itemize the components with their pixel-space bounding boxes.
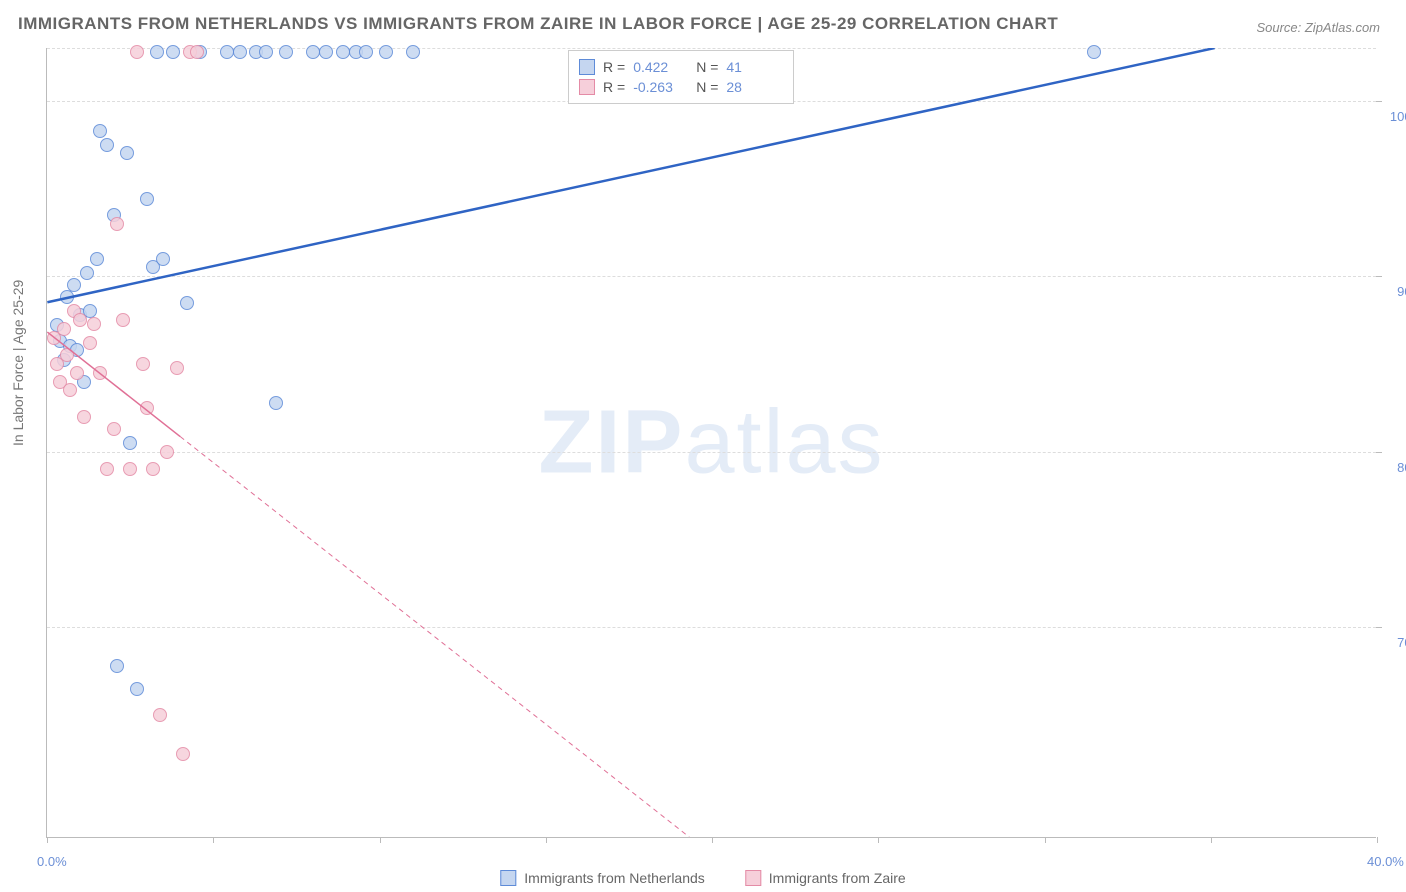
data-point (130, 45, 144, 59)
x-tick (213, 837, 214, 843)
x-tick-label: 40.0% (1367, 854, 1404, 869)
data-point (123, 462, 137, 476)
x-tick (1377, 837, 1378, 843)
data-point (93, 124, 107, 138)
data-point (160, 445, 174, 459)
data-point (156, 252, 170, 266)
data-point (120, 146, 134, 160)
data-point (153, 708, 167, 722)
x-tick (878, 837, 879, 843)
data-point (60, 290, 74, 304)
data-point (306, 45, 320, 59)
gridline-h (47, 627, 1376, 628)
data-point (63, 383, 77, 397)
data-point (116, 313, 130, 327)
x-tick-label: 0.0% (37, 854, 67, 869)
data-point (107, 422, 121, 436)
data-point (379, 45, 393, 59)
legend-swatch (579, 79, 595, 95)
stats-row: R = -0.263 N = 28 (579, 77, 781, 97)
legend-label: Immigrants from Zaire (769, 870, 906, 886)
r-value: 0.422 (633, 59, 688, 75)
y-tick (1376, 276, 1382, 277)
n-label: N = (696, 59, 718, 75)
plot-area: ZIPatlas 70.0%80.0%90.0%100.0%0.0%40.0% (46, 48, 1376, 838)
data-point (233, 45, 247, 59)
x-tick (1045, 837, 1046, 843)
legend-swatch (500, 870, 516, 886)
y-tick-label: 100.0% (1390, 109, 1406, 124)
legend-swatch (579, 59, 595, 75)
data-point (220, 45, 234, 59)
x-tick (380, 837, 381, 843)
plot-inner: 70.0%80.0%90.0%100.0%0.0%40.0% (47, 48, 1376, 837)
y-tick (1376, 101, 1382, 102)
data-point (319, 45, 333, 59)
data-point (140, 192, 154, 206)
data-point (93, 366, 107, 380)
data-point (110, 659, 124, 673)
data-point (70, 366, 84, 380)
data-point (190, 45, 204, 59)
y-axis-title: In Labor Force | Age 25-29 (10, 280, 26, 446)
data-point (100, 138, 114, 152)
data-point (60, 348, 74, 362)
x-tick (712, 837, 713, 843)
data-point (110, 217, 124, 231)
data-point (359, 45, 373, 59)
y-tick (1376, 452, 1382, 453)
r-label: R = (603, 59, 625, 75)
stats-box: R = 0.422 N = 41 R = -0.263 N = 28 (568, 50, 794, 104)
legend-item: Immigrants from Netherlands (500, 870, 705, 886)
data-point (406, 45, 420, 59)
data-point (176, 747, 190, 761)
y-tick-label: 70.0% (1397, 635, 1406, 650)
data-point (73, 313, 87, 327)
data-point (259, 45, 273, 59)
r-label: R = (603, 79, 625, 95)
source-label: Source: ZipAtlas.com (1256, 20, 1380, 35)
legend-item: Immigrants from Zaire (745, 870, 906, 886)
data-point (170, 361, 184, 375)
data-point (87, 317, 101, 331)
data-point (279, 45, 293, 59)
data-point (123, 436, 137, 450)
data-point (130, 682, 144, 696)
x-tick (47, 837, 48, 843)
legend-label: Immigrants from Netherlands (524, 870, 705, 886)
bottom-legend: Immigrants from Netherlands Immigrants fr… (500, 870, 905, 886)
data-point (80, 266, 94, 280)
x-tick (546, 837, 547, 843)
data-point (90, 252, 104, 266)
data-point (100, 462, 114, 476)
data-point (136, 357, 150, 371)
n-value: 28 (726, 79, 781, 95)
data-point (1087, 45, 1101, 59)
gridline-h (47, 276, 1376, 277)
r-value: -0.263 (633, 79, 688, 95)
data-point (166, 45, 180, 59)
n-label: N = (696, 79, 718, 95)
gridline-h (47, 452, 1376, 453)
data-point (140, 401, 154, 415)
y-tick-label: 90.0% (1397, 284, 1406, 299)
data-point (336, 45, 350, 59)
y-tick (1376, 627, 1382, 628)
data-point (83, 336, 97, 350)
n-value: 41 (726, 59, 781, 75)
data-point (150, 45, 164, 59)
data-point (67, 278, 81, 292)
chart-title: IMMIGRANTS FROM NETHERLANDS VS IMMIGRANT… (18, 14, 1058, 34)
legend-swatch (745, 870, 761, 886)
data-point (269, 396, 283, 410)
data-point (57, 322, 71, 336)
stats-row: R = 0.422 N = 41 (579, 57, 781, 77)
data-point (180, 296, 194, 310)
data-point (146, 462, 160, 476)
y-tick-label: 80.0% (1397, 460, 1406, 475)
data-point (77, 410, 91, 424)
x-tick (1211, 837, 1212, 843)
